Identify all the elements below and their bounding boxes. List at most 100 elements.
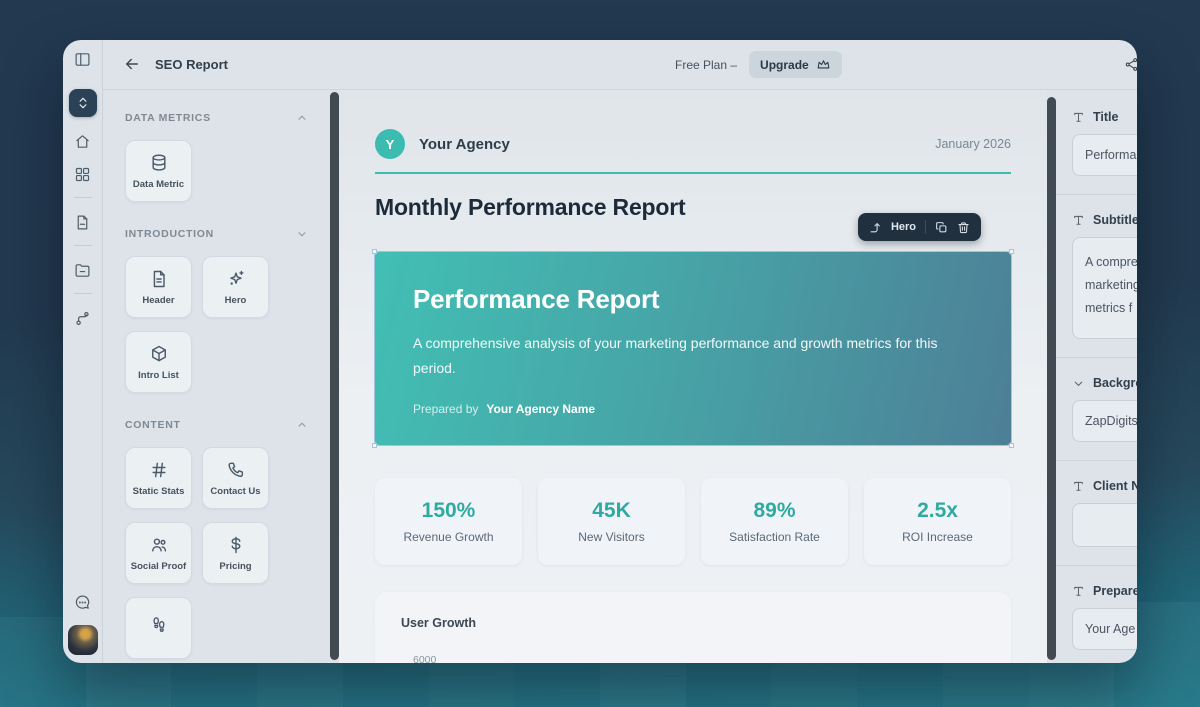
- trash-icon[interactable]: [957, 221, 970, 234]
- stats-block[interactable]: 150% Revenue Growth 45K New Visitors 89%…: [375, 478, 1011, 565]
- hero-prepared-by: Prepared by Your Agency Name: [413, 402, 973, 416]
- users-icon: [151, 537, 166, 552]
- report-title[interactable]: Monthly Performance Report: [375, 194, 686, 220]
- sparkles-icon: [229, 270, 244, 285]
- prepared-by-input[interactable]: Your Age: [1072, 608, 1137, 650]
- report-title-row: Monthly Performance Report Hero: [375, 194, 1011, 241]
- hero-description: A comprehensive analysis of your marketi…: [413, 335, 938, 376]
- integrations-icon[interactable]: [74, 310, 91, 327]
- grid-icon[interactable]: [74, 166, 91, 183]
- duplicate-icon[interactable]: [935, 221, 948, 234]
- selection-handle[interactable]: [372, 249, 377, 254]
- rail-divider: [73, 245, 92, 246]
- selection-handle[interactable]: [372, 443, 377, 448]
- back-arrow-icon[interactable]: [123, 55, 141, 73]
- field-label-title: Title: [1072, 110, 1137, 124]
- chat-icon[interactable]: [74, 594, 91, 611]
- rail-divider: [73, 293, 92, 294]
- stat-value: 2.5x: [917, 499, 958, 522]
- chevron-up-icon: [298, 422, 306, 427]
- text-icon: [1074, 586, 1083, 596]
- rail-divider: [73, 197, 92, 198]
- library-scrollbar[interactable]: [330, 92, 339, 660]
- library-card-data-metric[interactable]: Data Metric: [125, 140, 192, 202]
- text-icon: [1074, 215, 1083, 225]
- agency-avatar: Y: [375, 129, 405, 159]
- card-label: Header: [142, 294, 175, 306]
- share-button[interactable]: Share: [1124, 40, 1137, 89]
- client-name-input[interactable]: [1072, 503, 1137, 547]
- footprints-icon: [152, 617, 164, 632]
- cube-icon: [151, 345, 166, 361]
- document-icon[interactable]: [74, 214, 91, 231]
- library-card-intro-list[interactable]: Intro List: [125, 331, 192, 393]
- document-title: SEO Report: [155, 57, 228, 72]
- library-card-pricing[interactable]: Pricing: [202, 522, 269, 584]
- library-card-contact-us[interactable]: Contact Us: [202, 447, 269, 509]
- home-icon[interactable]: [74, 133, 91, 150]
- section-header-data-metrics[interactable]: DATA METRICS: [125, 112, 308, 124]
- chevrons-up-down-icon: [79, 97, 86, 109]
- stat-label: Satisfaction Rate: [729, 530, 820, 544]
- card-label: Hero: [224, 294, 247, 306]
- stat-card: 150% Revenue Growth: [375, 478, 522, 565]
- title-input[interactable]: Performa: [1072, 134, 1137, 176]
- chevron-down-icon: [298, 232, 306, 237]
- card-label: Social Proof: [130, 560, 187, 572]
- field-label-background[interactable]: Backgro: [1072, 376, 1137, 390]
- stat-card: 89% Satisfaction Rate: [701, 478, 848, 565]
- user-avatar[interactable]: [67, 625, 98, 655]
- phone-icon: [227, 462, 243, 477]
- chart-y-tick: 6000: [413, 654, 437, 663]
- text-icon: [1074, 112, 1083, 122]
- section-title: INTRODUCTION: [125, 228, 214, 240]
- inspector-panel: Title Performa Subtitle A compre marketi…: [1056, 90, 1137, 663]
- chart-title: User Growth: [401, 616, 477, 630]
- report-date: January 2026: [935, 137, 1011, 151]
- library-card-header[interactable]: Header: [125, 256, 192, 318]
- sidebar-toggle-icon[interactable]: [74, 51, 91, 68]
- stat-card: 2.5x ROI Increase: [864, 478, 1011, 565]
- section-header-introduction[interactable]: INTRODUCTION: [125, 228, 308, 240]
- hash-icon: [151, 462, 166, 477]
- card-grid: Data Metric: [125, 140, 308, 202]
- card-grid: Static Stats Contact Us Social Proof Pri…: [125, 447, 308, 659]
- inspector-divider: [1056, 460, 1137, 461]
- library-card-social-proof[interactable]: Social Proof: [125, 522, 192, 584]
- folder-icon[interactable]: [74, 262, 91, 279]
- inspector-scrollbar[interactable]: [1047, 97, 1056, 660]
- user-growth-chart-block[interactable]: User Growth 6000: [375, 592, 1011, 663]
- subtitle-textarea[interactable]: A compre marketing metrics f: [1072, 237, 1137, 339]
- inspector-divider: [1056, 565, 1137, 566]
- plan-group: Free Plan – Upgrade: [675, 40, 842, 89]
- inspector-divider: [1056, 194, 1137, 195]
- share-icon: [1125, 58, 1137, 71]
- library-card-next-steps[interactable]: [125, 597, 192, 659]
- chevron-down-icon: [1074, 381, 1083, 386]
- hero-title: Performance Report: [413, 284, 660, 314]
- stat-label: ROI Increase: [902, 530, 973, 544]
- workspace-switcher-button[interactable]: [68, 89, 97, 117]
- card-label: Data Metric: [132, 178, 185, 190]
- prepared-by-value: Your Agency Name: [486, 402, 596, 416]
- header-divider: [375, 172, 1011, 174]
- move-up-icon[interactable]: [869, 221, 882, 234]
- report-header-block[interactable]: Y Your Agency January 2026: [375, 128, 1011, 160]
- selection-handle[interactable]: [1009, 443, 1014, 448]
- top-bar: SEO Report Free Plan – Upgrade Share: [103, 40, 1137, 90]
- selection-handle[interactable]: [1009, 249, 1014, 254]
- upgrade-button[interactable]: Upgrade: [749, 51, 842, 78]
- card-label: Intro List: [138, 369, 179, 381]
- toolbar-divider: [925, 220, 926, 234]
- block-type-label: Hero: [890, 221, 916, 233]
- component-library-panel: DATA METRICS Data Metric INTRODUCTION He…: [103, 90, 330, 663]
- inspector-divider: [1056, 357, 1137, 358]
- stat-card: 45K New Visitors: [538, 478, 685, 565]
- background-select[interactable]: ZapDigits: [1072, 400, 1137, 442]
- stat-value: 45K: [592, 499, 631, 522]
- hero-block[interactable]: Performance Report A comprehensive analy…: [372, 249, 1014, 448]
- section-header-content[interactable]: CONTENT: [125, 419, 308, 431]
- library-card-hero[interactable]: Hero: [202, 256, 269, 318]
- library-card-static-stats[interactable]: Static Stats: [125, 447, 192, 509]
